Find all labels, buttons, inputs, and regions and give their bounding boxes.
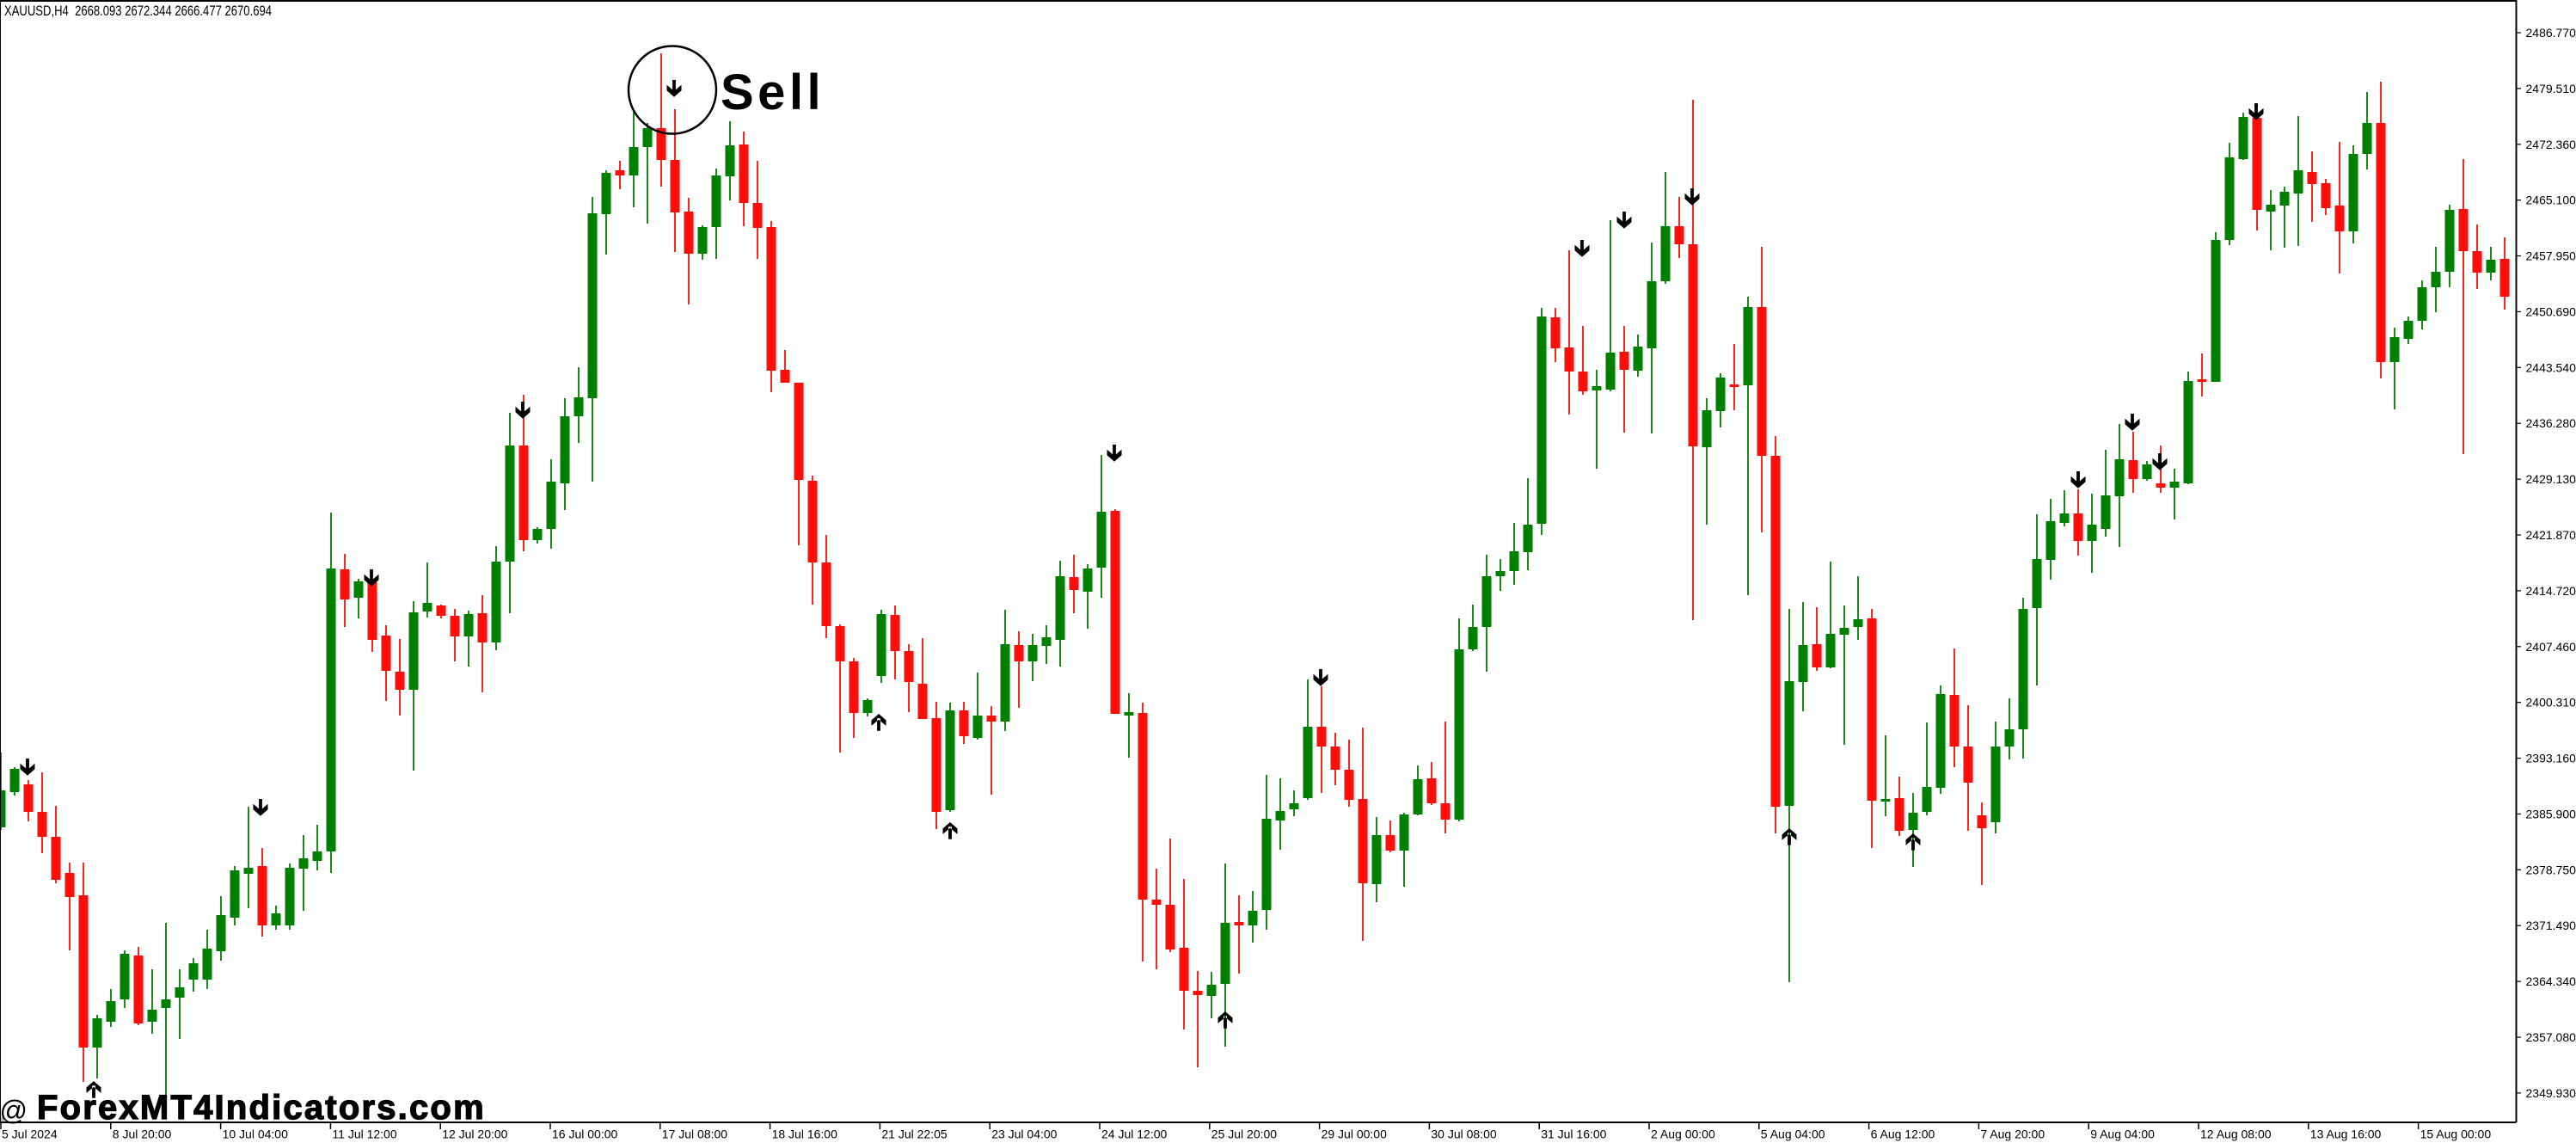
svg-text:2364.340: 2364.340 — [2526, 974, 2576, 988]
svg-text:2357.080: 2357.080 — [2526, 1030, 2576, 1044]
svg-text:2443.540: 2443.540 — [2526, 360, 2576, 374]
svg-text:2378.750: 2378.750 — [2526, 863, 2576, 876]
svg-text:2371.490: 2371.490 — [2526, 919, 2576, 932]
svg-text:7 Aug 20:00: 7 Aug 20:00 — [1980, 1128, 2045, 1141]
svg-text:31 Jul 16:00: 31 Jul 16:00 — [1541, 1128, 1606, 1141]
svg-text:17 Jul 08:00: 17 Jul 08:00 — [662, 1128, 727, 1141]
svg-text:2450.690: 2450.690 — [2526, 304, 2576, 318]
svg-text:16 Jul 00:00: 16 Jul 00:00 — [552, 1128, 617, 1141]
svg-text:12 Aug 08:00: 12 Aug 08:00 — [2200, 1128, 2272, 1141]
svg-text:6 Aug 12:00: 6 Aug 12:00 — [1871, 1128, 1935, 1141]
svg-text:2486.770: 2486.770 — [2526, 26, 2576, 40]
svg-text:25 Jul 20:00: 25 Jul 20:00 — [1211, 1128, 1277, 1141]
svg-text:10 Jul 04:00: 10 Jul 04:00 — [223, 1128, 288, 1141]
svg-text:2429.130: 2429.130 — [2526, 472, 2576, 486]
svg-text:2472.360: 2472.360 — [2526, 138, 2576, 151]
svg-text:2479.510: 2479.510 — [2526, 82, 2576, 95]
svg-text:9 Aug 04:00: 9 Aug 04:00 — [2090, 1128, 2155, 1141]
svg-text:2 Aug 00:00: 2 Aug 00:00 — [1651, 1128, 1715, 1141]
svg-text:8 Jul 20:00: 8 Jul 20:00 — [113, 1128, 172, 1141]
svg-text:24 Jul 12:00: 24 Jul 12:00 — [1101, 1128, 1167, 1141]
svg-text:12 Jul 20:00: 12 Jul 20:00 — [442, 1128, 507, 1141]
svg-text:2457.950: 2457.950 — [2526, 249, 2576, 263]
svg-text:ForexMT4Indicators.com: ForexMT4Indicators.com — [37, 1089, 486, 1127]
svg-text:30 Jul 08:00: 30 Jul 08:00 — [1431, 1128, 1496, 1141]
svg-text:5 Aug 04:00: 5 Aug 04:00 — [1761, 1128, 1825, 1141]
svg-text:18 Jul 16:00: 18 Jul 16:00 — [772, 1128, 837, 1141]
svg-text:XAUUSD,H4 2668.093 2672.344 2: XAUUSD,H4 2668.093 2672.344 2666.477 267… — [4, 3, 272, 19]
svg-text:5 Jul 2024: 5 Jul 2024 — [2, 1128, 58, 1141]
svg-text:21 Jul 22:05: 21 Jul 22:05 — [881, 1128, 947, 1141]
svg-text:2421.870: 2421.870 — [2526, 528, 2576, 542]
svg-text:2436.280: 2436.280 — [2526, 416, 2576, 430]
svg-text:Sell: Sell — [721, 65, 825, 120]
svg-text:29 Jul 00:00: 29 Jul 00:00 — [1322, 1128, 1387, 1141]
svg-text:2465.100: 2465.100 — [2526, 194, 2576, 207]
svg-text:2407.460: 2407.460 — [2526, 640, 2576, 654]
svg-text:13 Aug 16:00: 13 Aug 16:00 — [2310, 1128, 2382, 1141]
svg-text:2414.720: 2414.720 — [2526, 584, 2576, 598]
svg-text:2349.930: 2349.930 — [2526, 1086, 2576, 1100]
svg-text:2385.900: 2385.900 — [2526, 807, 2576, 820]
svg-text:15 Aug 00:00: 15 Aug 00:00 — [2420, 1128, 2492, 1141]
svg-text:23 Jul 04:00: 23 Jul 04:00 — [991, 1128, 1057, 1141]
svg-text:11 Jul 12:00: 11 Jul 12:00 — [332, 1128, 396, 1141]
svg-text:2393.160: 2393.160 — [2526, 752, 2576, 765]
svg-text:2400.310: 2400.310 — [2526, 696, 2576, 710]
